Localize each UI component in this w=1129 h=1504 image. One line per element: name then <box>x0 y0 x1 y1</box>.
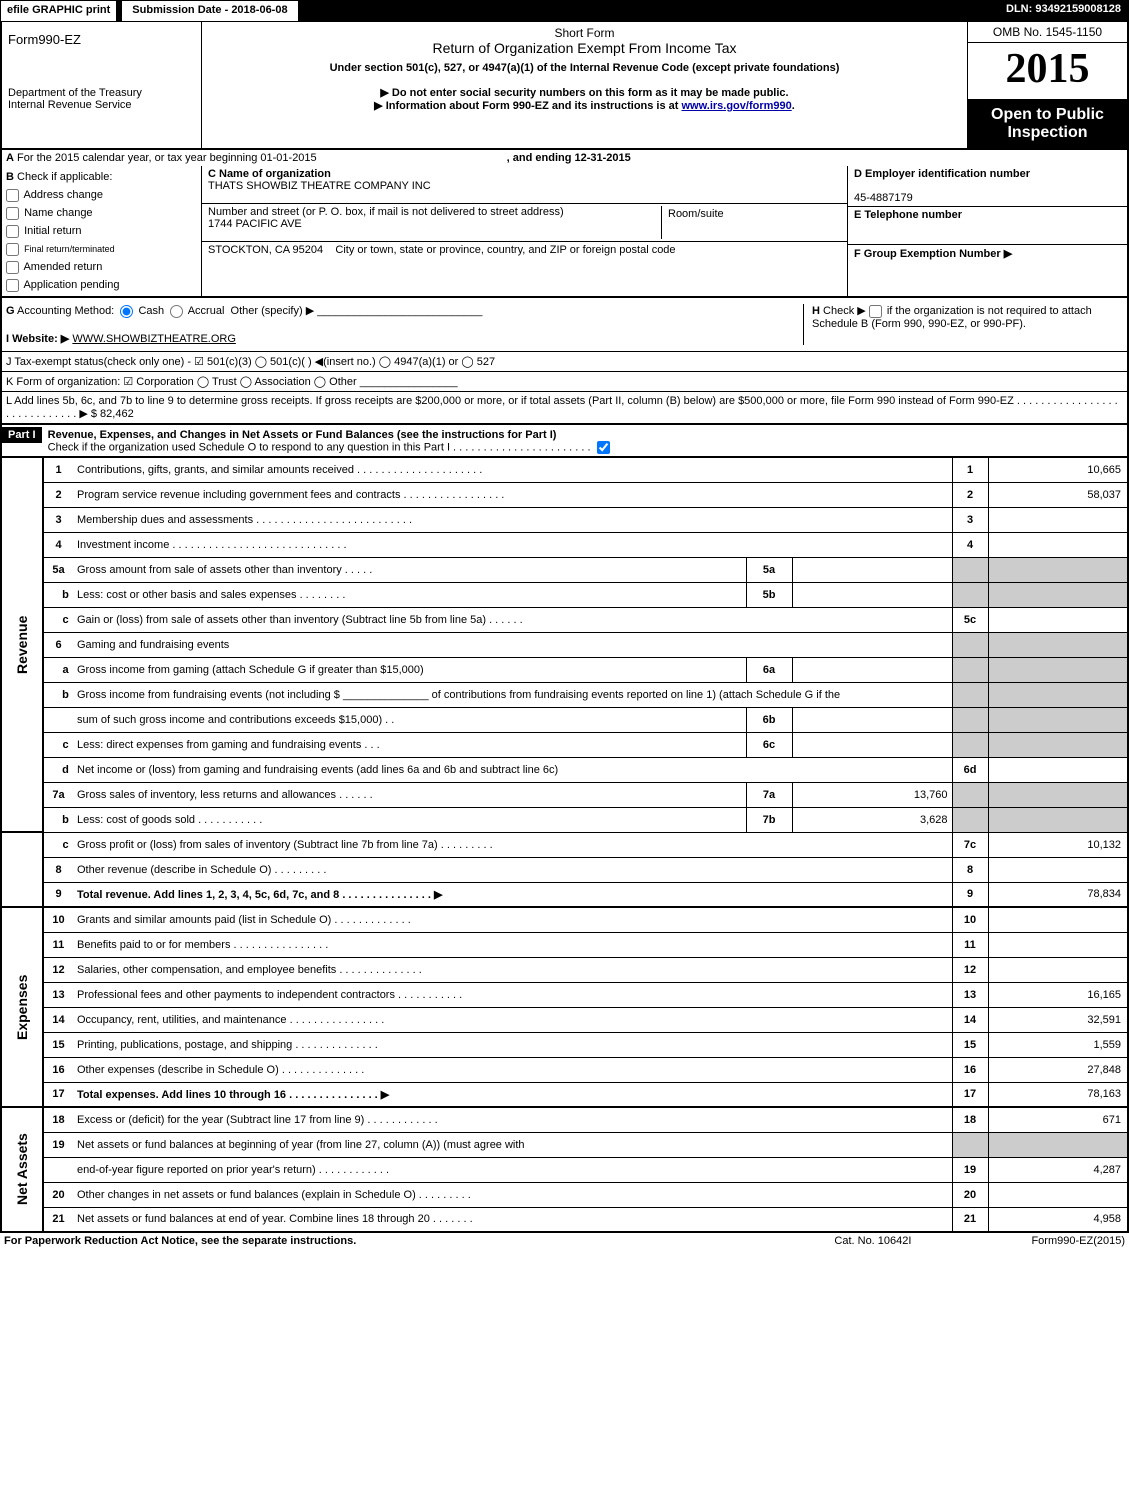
short-form-label: Short Form <box>210 26 959 40</box>
irs-link[interactable]: www.irs.gov/form990 <box>682 100 792 112</box>
e-phone-label: E Telephone number <box>854 209 962 221</box>
schedule-o-checkbox[interactable] <box>597 441 610 454</box>
accrual-radio[interactable] <box>170 305 183 318</box>
revenue-table: Revenue 1Contributions, gifts, grants, a… <box>0 457 1129 1234</box>
c-name-label: C Name of organization <box>208 168 331 180</box>
final-return-checkbox[interactable] <box>6 243 19 256</box>
efile-print-button[interactable]: efile GRAPHIC print <box>0 0 117 22</box>
street-label: Number and street (or P. O. box, if mail… <box>208 206 564 218</box>
form-number: Form990-EZ <box>8 32 195 47</box>
return-title: Return of Organization Exempt From Incom… <box>210 40 959 56</box>
f-group-label: F Group Exemption Number ▶ <box>854 248 1012 260</box>
street-value: 1744 PACIFIC AVE <box>208 218 302 230</box>
dept-treasury: Department of the Treasury <box>8 87 195 99</box>
submission-date: Submission Date - 2018-06-08 <box>121 0 298 22</box>
city-label: City or town, state or province, country… <box>335 244 675 256</box>
expenses-sidelabel: Expenses <box>1 907 43 1107</box>
part1-check-text: Check if the organization used Schedule … <box>48 441 591 453</box>
calendar-year-text: For the 2015 calendar year, or tax year … <box>17 152 317 164</box>
d-ein-label: D Employer identification number <box>854 168 1030 180</box>
row-j: J Tax-exempt status(check only one) - ☑ … <box>0 352 1129 372</box>
room-suite: Room/suite <box>661 206 841 239</box>
check-applicable-label: Check if applicable: <box>17 171 112 183</box>
row-gh: G Accounting Method: Cash Accrual Other … <box>0 298 1129 352</box>
section-a: A For the 2015 calendar year, or tax yea… <box>0 150 1129 166</box>
do-not-enter: ▶ Do not enter social security numbers o… <box>210 86 959 99</box>
name-change-checkbox[interactable] <box>6 207 19 220</box>
form-footer: Form990-EZ(2015) <box>1031 1235 1125 1247</box>
ending-date: , and ending 12-31-2015 <box>507 152 631 164</box>
dln-number: DLN: 93492159008128 <box>998 0 1129 22</box>
form-header: Form990-EZ Department of the Treasury In… <box>0 22 1129 150</box>
omb-number: OMB No. 1545-1150 <box>968 22 1127 43</box>
revenue-sidelabel: Revenue <box>1 457 43 832</box>
part1-title: Revenue, Expenses, and Changes in Net As… <box>48 429 557 441</box>
irs-label: Internal Revenue Service <box>8 99 195 111</box>
top-bar: efile GRAPHIC print Submission Date - 20… <box>0 0 1129 22</box>
schedule-b-checkbox[interactable] <box>869 305 882 318</box>
footer-left: For Paperwork Reduction Act Notice, see … <box>4 1235 356 1247</box>
open-to-public: Open to Public Inspection <box>968 100 1127 148</box>
website-value[interactable]: WWW.SHOWBIZTHEATRE.ORG <box>72 333 236 345</box>
row-k: K Form of organization: ☑ Corporation ◯ … <box>0 372 1129 392</box>
accounting-method-label: Accounting Method: <box>17 305 114 317</box>
amended-return-checkbox[interactable] <box>6 261 19 274</box>
part1-header: Part I Revenue, Expenses, and Changes in… <box>0 425 1129 457</box>
city-value: STOCKTON, CA 95204 <box>208 244 323 256</box>
footer: For Paperwork Reduction Act Notice, see … <box>0 1233 1129 1249</box>
address-change-checkbox[interactable] <box>6 189 19 202</box>
application-pending-checkbox[interactable] <box>6 279 19 292</box>
info-about: ▶ Information about Form 990-EZ and its … <box>210 99 959 112</box>
website-label: I Website: ▶ <box>6 333 69 345</box>
entity-info-box: B Check if applicable: Address change Na… <box>0 166 1129 298</box>
ein-value: 45-4887179 <box>854 192 913 204</box>
initial-return-checkbox[interactable] <box>6 225 19 238</box>
under-section: Under section 501(c), 527, or 4947(a)(1)… <box>210 62 959 74</box>
row-l: L Add lines 5b, 6c, and 7b to line 9 to … <box>0 392 1129 425</box>
tax-year: 2015 <box>968 43 1127 100</box>
cash-radio[interactable] <box>120 305 133 318</box>
org-name: THATS SHOWBIZ THEATRE COMPANY INC <box>208 180 431 192</box>
part1-label: Part I <box>2 427 42 443</box>
cat-no: Cat. No. 10642I <box>834 1235 911 1247</box>
netassets-sidelabel: Net Assets <box>1 1107 43 1232</box>
